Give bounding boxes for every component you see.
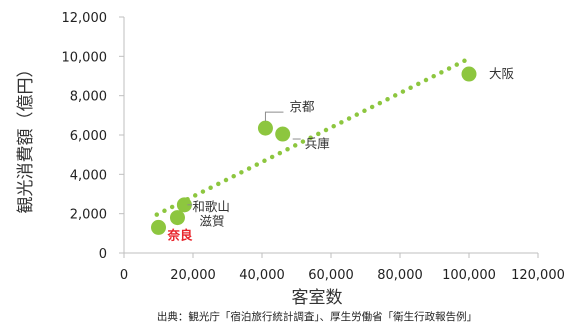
point-label: 兵庫 [305, 136, 330, 151]
x-tick-label: 40,000 [239, 268, 285, 283]
y-tick-label: 6,000 [70, 129, 107, 144]
data-point [275, 126, 291, 142]
data-point [461, 66, 477, 82]
data-point [169, 210, 185, 226]
point-label: 奈良 [167, 227, 194, 242]
point-label: 大阪 [489, 66, 515, 81]
data-point [151, 219, 166, 235]
y-tick-label: 12,000 [62, 11, 108, 26]
axes: 0 2,000 4,000 6,000 8,000 10,000 12,000 0 20,000… [62, 11, 565, 283]
y-tick-label: 4,000 [70, 168, 107, 183]
label-leader-line [264, 111, 284, 122]
x-tick-label: 60,000 [308, 268, 354, 283]
x-tick-label: 80,000 [377, 268, 423, 283]
point-label: 京都 [289, 99, 315, 114]
x-axis-title: 客室数 [292, 288, 343, 308]
data-point [257, 120, 273, 136]
data-point [176, 197, 192, 213]
point-label: 和歌山 [192, 199, 230, 214]
y-tick-label: 2,000 [70, 208, 107, 223]
x-tick-label: 0 [120, 268, 128, 283]
trendline-layer [154, 58, 468, 217]
y-tick-label: 0 [99, 247, 107, 262]
y-tick-label: 8,000 [70, 90, 107, 105]
y-axis-title: 観光消費額（億円） [16, 61, 36, 214]
x-tick-label: 100,000 [442, 268, 496, 283]
source-note: 出典：観光庁「宿泊旅行統計調査」、厚生労働省「衛生行政報告例」 [157, 310, 477, 323]
trendline [154, 58, 468, 217]
x-tick-label: 20,000 [170, 268, 216, 283]
points-layer [151, 66, 477, 235]
x-tick-label: 120,000 [511, 268, 565, 283]
point-label: 滋賀 [199, 214, 224, 229]
y-tick-label: 10,000 [62, 50, 108, 65]
